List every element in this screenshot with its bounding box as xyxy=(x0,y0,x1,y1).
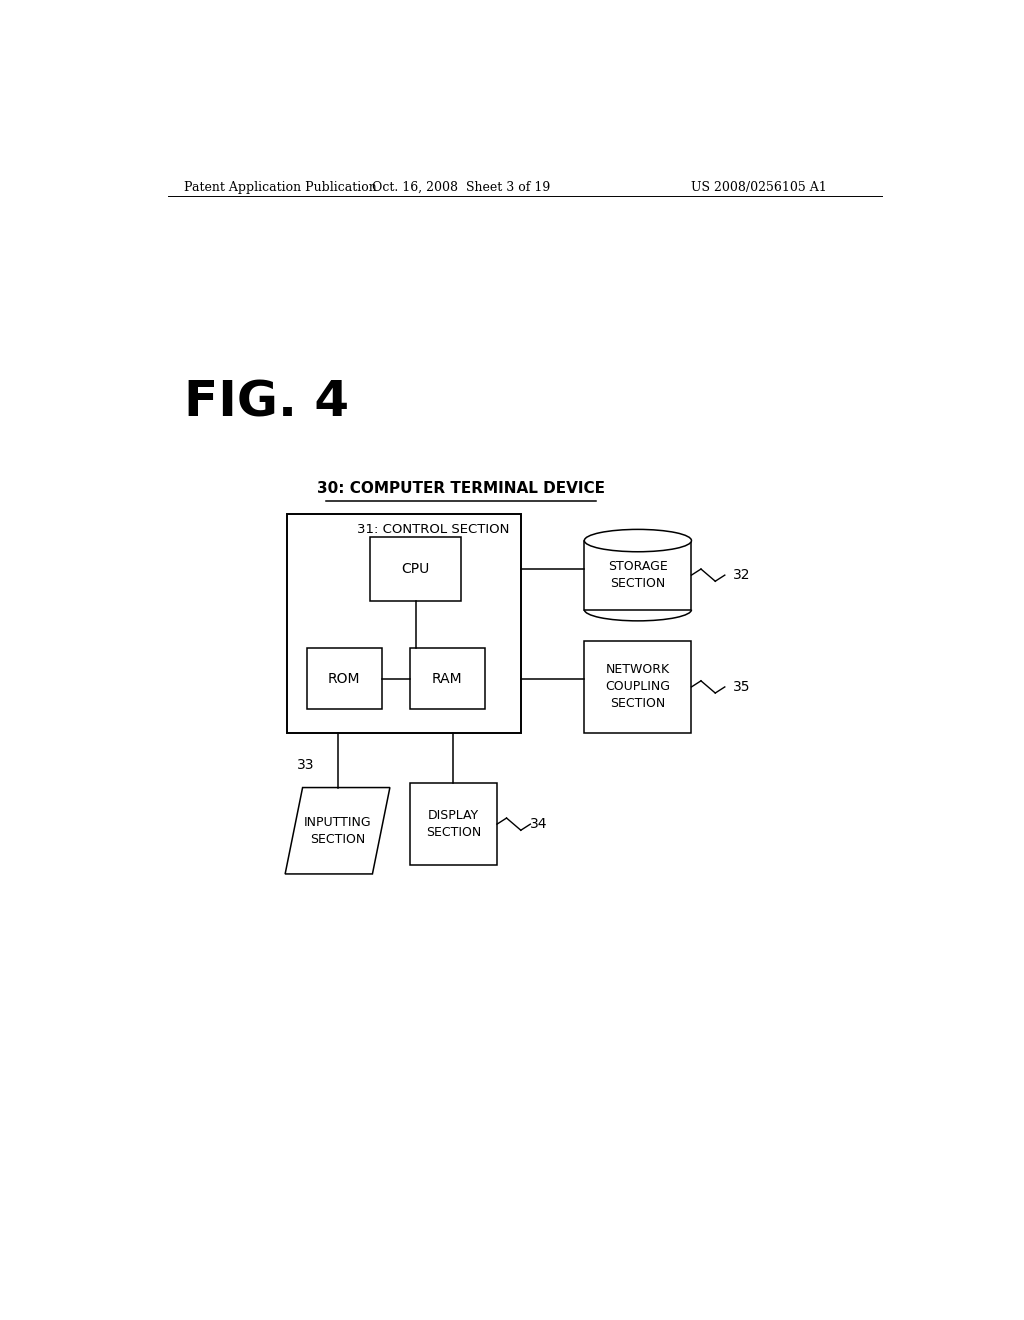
FancyBboxPatch shape xyxy=(585,642,691,733)
FancyBboxPatch shape xyxy=(306,648,382,709)
FancyBboxPatch shape xyxy=(287,515,521,733)
Text: 31: CONTROL SECTION: 31: CONTROL SECTION xyxy=(357,523,510,536)
Text: Oct. 16, 2008  Sheet 3 of 19: Oct. 16, 2008 Sheet 3 of 19 xyxy=(372,181,551,194)
Text: STORAGE
SECTION: STORAGE SECTION xyxy=(608,560,668,590)
Text: 33: 33 xyxy=(297,758,314,772)
Text: CPU: CPU xyxy=(401,561,430,576)
Text: 30: COMPUTER TERMINAL DEVICE: 30: COMPUTER TERMINAL DEVICE xyxy=(317,482,605,496)
Polygon shape xyxy=(285,788,390,874)
FancyBboxPatch shape xyxy=(410,784,497,865)
Text: FIG. 4: FIG. 4 xyxy=(183,379,349,426)
Text: Patent Application Publication: Patent Application Publication xyxy=(183,181,376,194)
Text: DISPLAY
SECTION: DISPLAY SECTION xyxy=(426,809,481,840)
Text: US 2008/0256105 A1: US 2008/0256105 A1 xyxy=(690,181,826,194)
Text: RAM: RAM xyxy=(432,672,463,686)
Text: 35: 35 xyxy=(733,680,751,694)
FancyBboxPatch shape xyxy=(585,541,691,610)
FancyBboxPatch shape xyxy=(370,536,461,601)
Text: 34: 34 xyxy=(530,817,548,832)
Ellipse shape xyxy=(585,529,691,552)
FancyBboxPatch shape xyxy=(410,648,485,709)
Text: ROM: ROM xyxy=(328,672,360,686)
Text: 32: 32 xyxy=(733,568,751,582)
Text: NETWORK
COUPLING
SECTION: NETWORK COUPLING SECTION xyxy=(605,664,671,710)
Text: INPUTTING
SECTION: INPUTTING SECTION xyxy=(304,816,372,846)
